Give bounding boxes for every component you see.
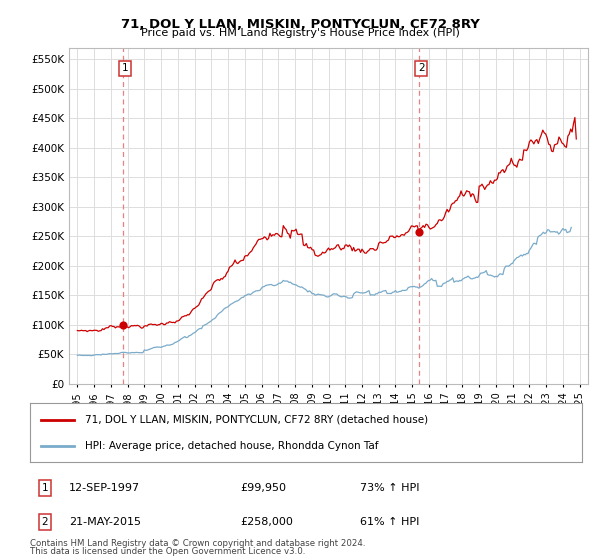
Text: 61% ↑ HPI: 61% ↑ HPI <box>360 517 419 527</box>
Text: This data is licensed under the Open Government Licence v3.0.: This data is licensed under the Open Gov… <box>30 547 305 556</box>
Text: £99,950: £99,950 <box>240 483 286 493</box>
Text: 71, DOL Y LLAN, MISKIN, PONTYCLUN, CF72 8RY (detached house): 71, DOL Y LLAN, MISKIN, PONTYCLUN, CF72 … <box>85 414 428 424</box>
Text: 71, DOL Y LLAN, MISKIN, PONTYCLUN, CF72 8RY: 71, DOL Y LLAN, MISKIN, PONTYCLUN, CF72 … <box>121 18 479 31</box>
Point <box>118 320 127 329</box>
Text: HPI: Average price, detached house, Rhondda Cynon Taf: HPI: Average price, detached house, Rhon… <box>85 441 379 451</box>
Text: 1: 1 <box>41 483 49 493</box>
Text: 73% ↑ HPI: 73% ↑ HPI <box>360 483 419 493</box>
Text: 12-SEP-1997: 12-SEP-1997 <box>69 483 140 493</box>
Text: Price paid vs. HM Land Registry's House Price Index (HPI): Price paid vs. HM Land Registry's House … <box>140 28 460 38</box>
Point <box>414 227 424 236</box>
Text: 2: 2 <box>418 63 425 73</box>
Text: Contains HM Land Registry data © Crown copyright and database right 2024.: Contains HM Land Registry data © Crown c… <box>30 539 365 548</box>
Text: 1: 1 <box>122 63 128 73</box>
Text: £258,000: £258,000 <box>240 517 293 527</box>
Text: 2: 2 <box>41 517 49 527</box>
Text: 21-MAY-2015: 21-MAY-2015 <box>69 517 141 527</box>
